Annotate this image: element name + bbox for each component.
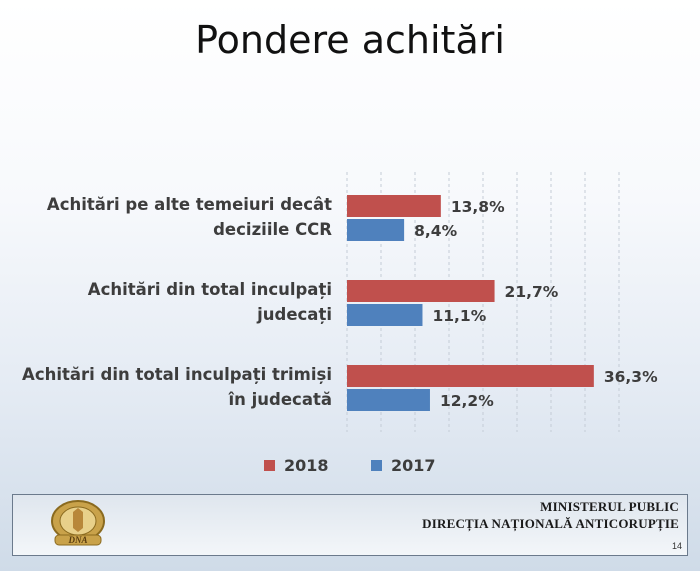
legend-label-2018: 2018 <box>284 456 329 475</box>
data-label-2018-1: 21,7% <box>505 283 559 301</box>
bar-chart: 13,8% 8,4% 21,7% 11,1% 36,3% 12,2% <box>346 172 658 432</box>
legend-label-2017: 2017 <box>391 456 436 475</box>
bar-2018-0 <box>347 195 441 217</box>
legend-item-2017: 2017 <box>371 456 436 475</box>
category-label-1: Achitări din total inculpați judecați <box>12 277 332 327</box>
dna-seal-logo: DNA <box>51 500 105 546</box>
category-label-line: Achitări din total inculpați trimiși <box>22 365 332 384</box>
bar-2018-1 <box>347 280 495 302</box>
slide-footer: DNA MINISTERUL PUBLIC DIRECȚIA NAȚIONALĂ… <box>12 494 688 556</box>
legend-item-2018: 2018 <box>264 456 329 475</box>
bar-2017-1 <box>347 304 423 326</box>
data-label-2017-0: 8,4% <box>414 222 457 240</box>
legend-swatch-2018 <box>264 460 275 471</box>
svg-text:DNA: DNA <box>67 535 87 545</box>
slide-title: Pondere achitări <box>195 18 505 62</box>
bar-2017-0 <box>347 219 405 241</box>
data-label-2017-2: 12,2% <box>440 392 494 410</box>
legend-swatch-2017 <box>371 460 382 471</box>
category-label-line: în judecată <box>228 390 333 409</box>
bar-2017-2 <box>347 389 430 411</box>
category-label-0: Achitări pe alte temeiuri decât deciziile… <box>12 192 332 242</box>
category-label-line: Achitări pe alte temeiuri decât <box>46 195 332 214</box>
data-label-2018-0: 13,8% <box>451 198 505 216</box>
category-label-line: judecați <box>257 305 332 324</box>
chart-legend: 2018 2017 <box>0 456 700 476</box>
category-label-line: Achitări din total inculpați <box>87 280 332 299</box>
bar-2018-2 <box>347 365 594 387</box>
category-label-2: Achitări din total inculpați trimiși în j… <box>12 362 332 412</box>
page-number: 14 <box>671 541 682 551</box>
footer-ministry: MINISTERUL PUBLIC <box>540 499 679 514</box>
category-label-line: deciziile CCR <box>213 220 332 239</box>
data-label-2018-2: 36,3% <box>604 368 658 386</box>
data-label-2017-1: 11,1% <box>432 307 486 325</box>
footer-directorate: DIRECȚIA NAȚIONALĂ ANTICORUPȚIE <box>422 516 679 531</box>
